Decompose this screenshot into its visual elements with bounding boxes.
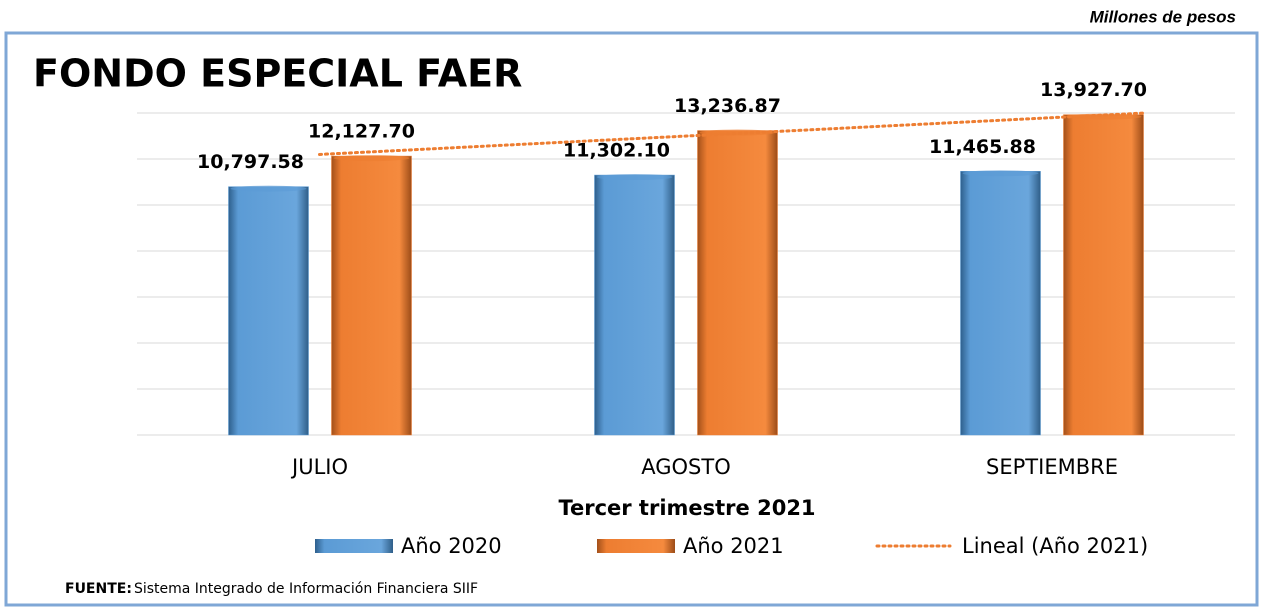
bar-cap: [333, 155, 410, 162]
x-axis-label: Tercer trimestre 2021: [558, 496, 815, 520]
bar: [960, 171, 1041, 436]
bar: [697, 130, 778, 436]
value-label: 13,927.70: [1040, 79, 1147, 101]
unit-note: Millones de pesos: [1090, 7, 1236, 26]
source: FUENTE: Sistema Integrado de Información …: [65, 581, 478, 597]
bar: [594, 174, 675, 436]
value-label: 12,127.70: [308, 121, 415, 143]
value-label: 11,465.88: [929, 136, 1036, 158]
source-label: FUENTE:: [65, 581, 132, 597]
bar: [331, 155, 412, 436]
bar-cap: [230, 185, 307, 192]
bar-cap: [596, 174, 673, 181]
bar: [1063, 114, 1144, 436]
source-text: Sistema Integrado de Información Financi…: [134, 581, 478, 597]
value-label: 10,797.58: [197, 151, 304, 173]
value-label: 11,302.10: [563, 140, 670, 162]
value-label: 13,236.87: [674, 95, 781, 117]
bar-cap: [962, 170, 1039, 177]
legend-swatch: [597, 539, 675, 553]
legend-label: Lineal (Año 2021): [962, 534, 1148, 558]
legend-swatch: [315, 539, 393, 553]
bar: [228, 186, 309, 436]
legend-label: Año 2021: [683, 534, 784, 558]
x-tick-label: AGOSTO: [641, 455, 731, 479]
x-tick-label: SEPTIEMBRE: [986, 455, 1118, 479]
x-tick-label: JULIO: [290, 455, 348, 479]
legend-label: Año 2020: [401, 534, 502, 558]
chart-title: FONDO ESPECIAL FAER: [33, 52, 522, 96]
trendline: [318, 111, 1145, 156]
